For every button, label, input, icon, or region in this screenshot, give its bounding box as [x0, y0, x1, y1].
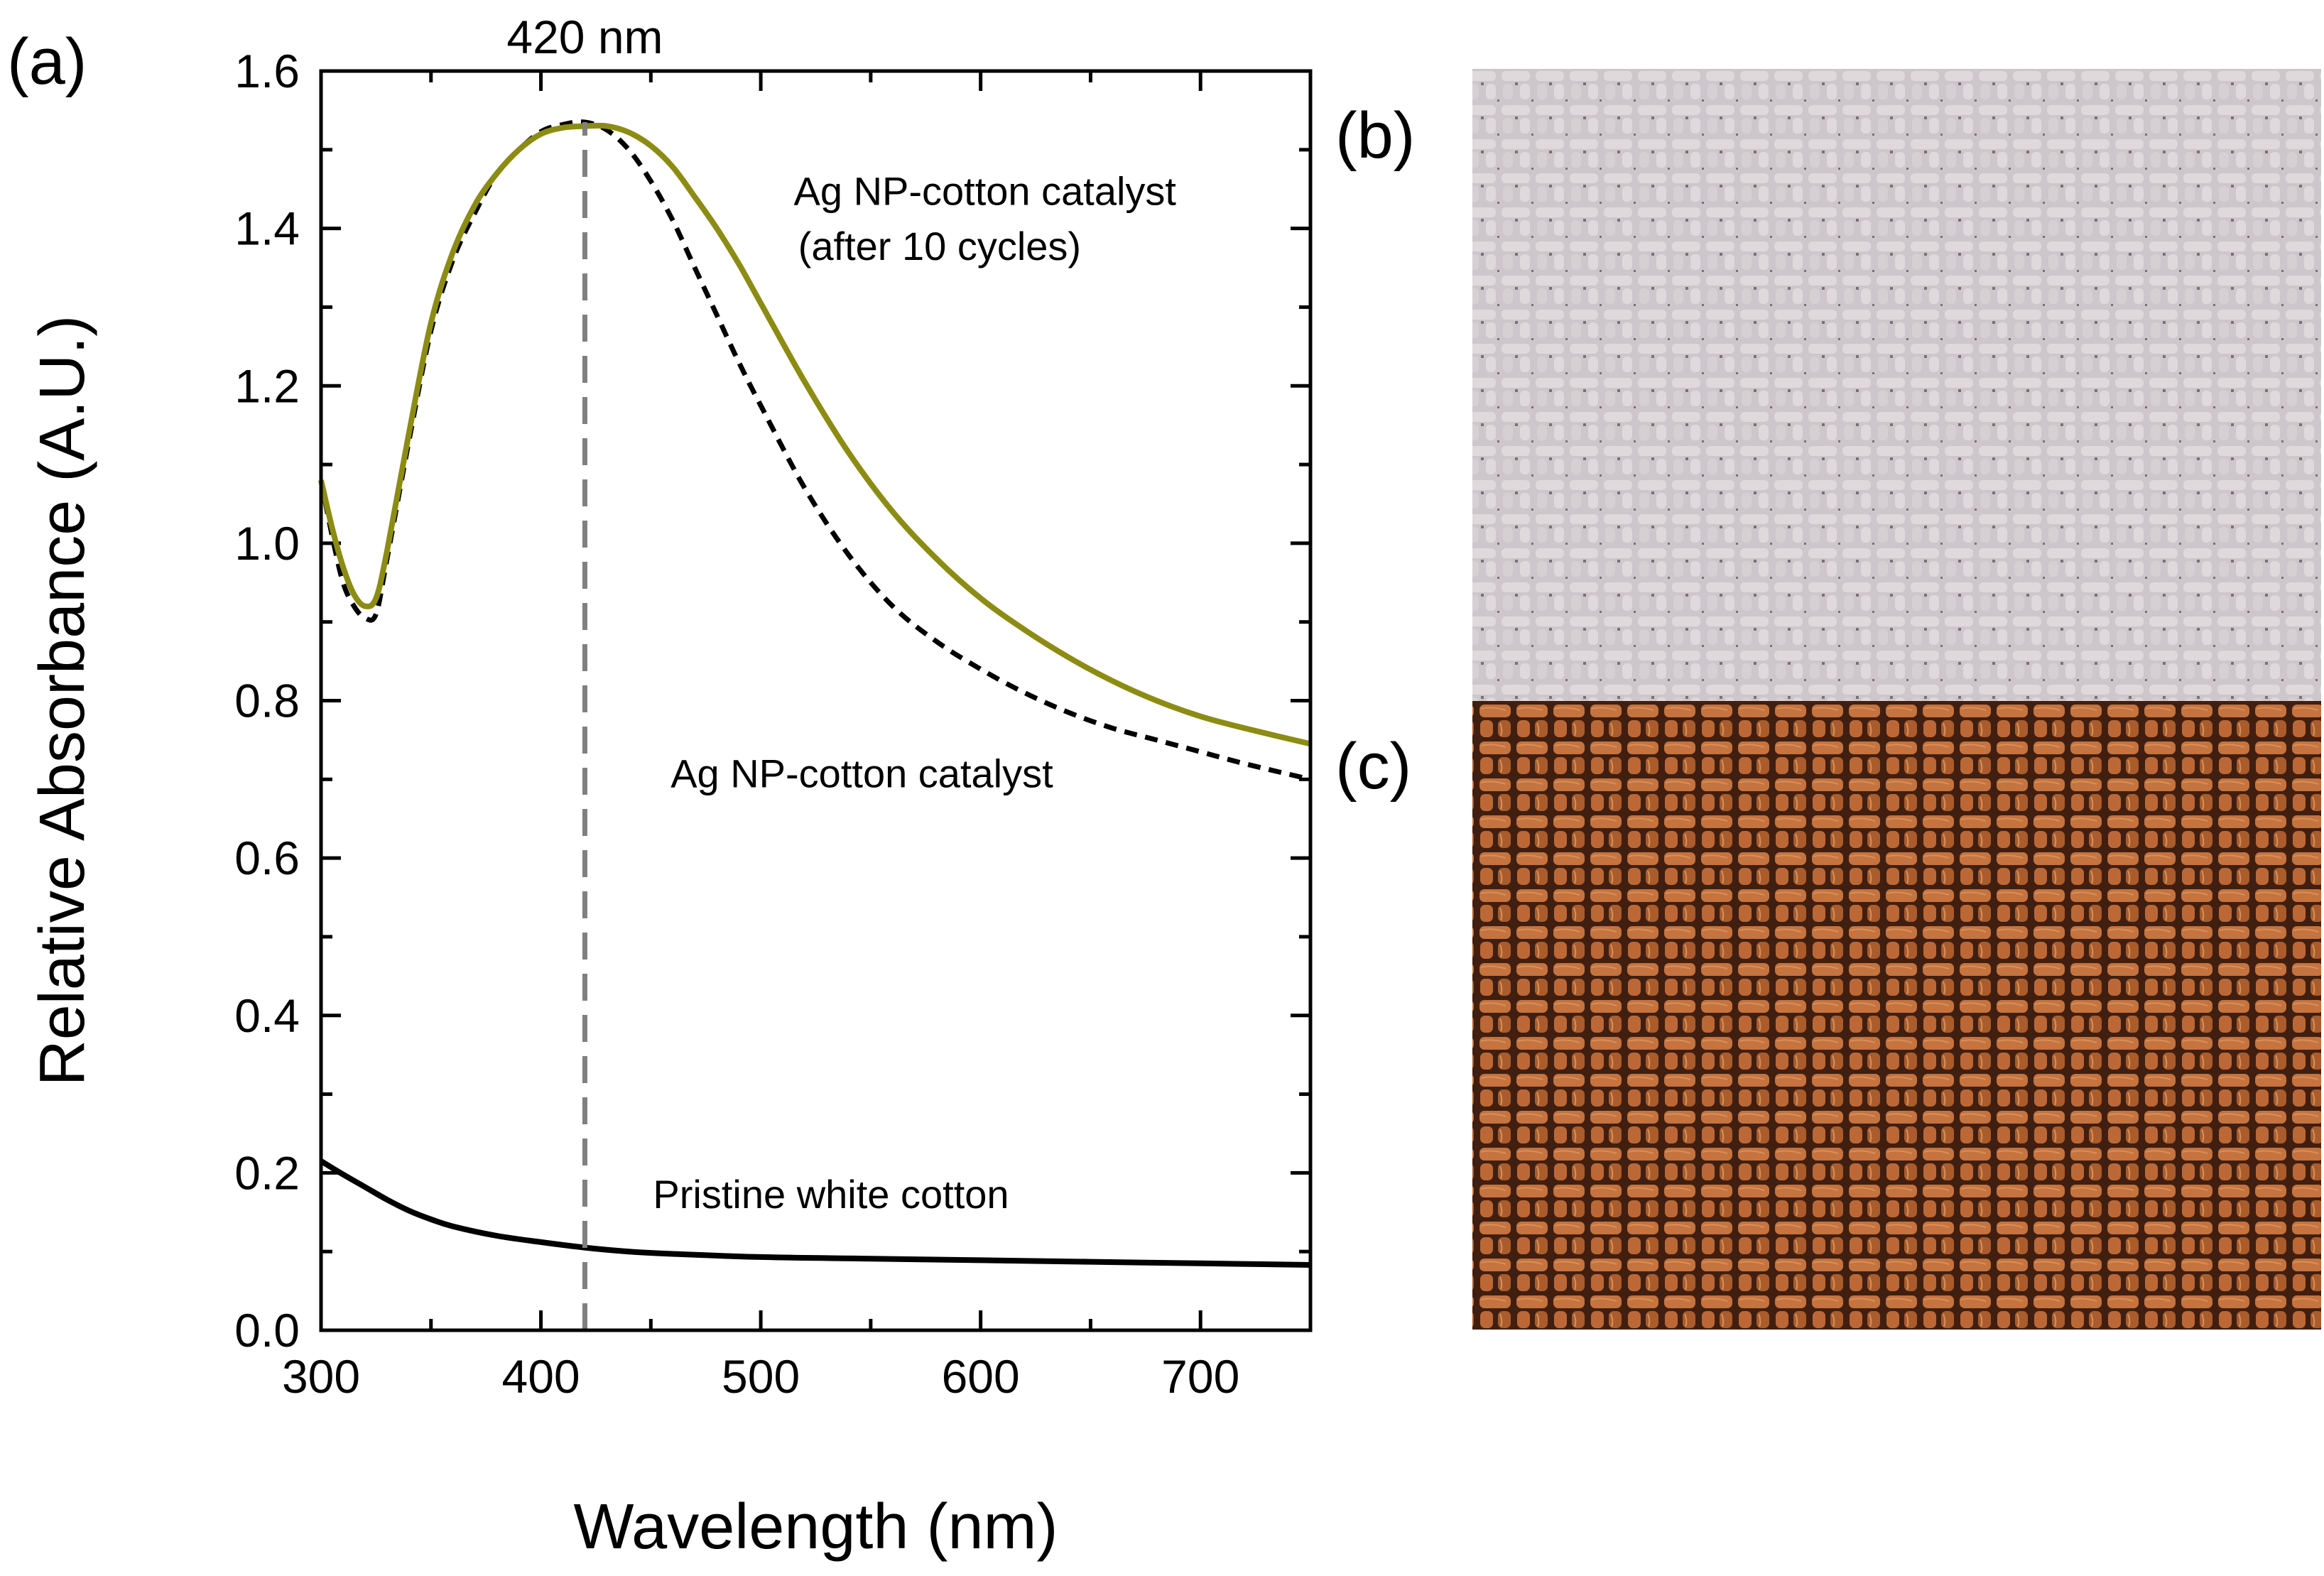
panel-label-b: (b) [1335, 99, 1415, 172]
panel-label-a: (a) [7, 26, 87, 98]
series-layer [318, 119, 1311, 1268]
x-tick-label: 700 [1161, 1350, 1239, 1403]
x-tick-label: 600 [942, 1350, 1020, 1403]
y-axis-label: Relative Absorbance (A.U.) [27, 315, 98, 1087]
y-tick-label: 1.2 [234, 359, 300, 412]
y-tick-label: 1.6 [234, 45, 300, 97]
reference-line-label: 420 nm [506, 11, 663, 63]
y-tick-label: 0.2 [234, 1146, 300, 1199]
y-tick-labels: 0.0 0.2 0.4 0.6 0.8 1.0 1.2 1.4 1.6 [234, 45, 300, 1357]
x-axis-label: Wavelength (nm) [574, 1491, 1058, 1563]
panel-label-c: (c) [1335, 730, 1411, 803]
series-pristine-cotton [319, 1158, 1311, 1268]
annotation-after-10-cycles-line2: (after 10 cycles) [798, 224, 1081, 268]
photo-c-ag-np-cotton [1472, 701, 2321, 1330]
plot-frame [319, 69, 1313, 1332]
x-tick-labels: 300 400 500 600 700 [282, 1350, 1239, 1403]
x-tick-label: 500 [722, 1350, 800, 1403]
annotation-ag-np-cotton: Ag NP-cotton catalyst [670, 751, 1053, 795]
y-tick-label: 0.4 [234, 989, 300, 1042]
y-tick-label: 0.6 [234, 832, 300, 884]
y-tick-label: 0.8 [234, 675, 300, 727]
chart-panel-a: 300 400 500 600 700 0.0 0.2 0.4 0.6 0.8 1.0 1.2 1.4… [27, 11, 1313, 1563]
y-tick-label: 1.0 [234, 517, 300, 570]
photo-b-pristine-cotton [1472, 69, 2321, 701]
y-tick-label: 1.4 [234, 202, 300, 255]
x-tick-label: 400 [501, 1350, 580, 1403]
x-tick-label: 300 [282, 1350, 360, 1403]
series-after-10-cycles [318, 122, 1311, 747]
annotation-after-10-cycles-line1: Ag NP-cotton catalyst [794, 168, 1177, 213]
series-ag-np-cotton [318, 119, 1311, 782]
annotation-pristine-cotton: Pristine white cotton [653, 1172, 1009, 1217]
y-tick-label: 0.0 [234, 1304, 300, 1357]
